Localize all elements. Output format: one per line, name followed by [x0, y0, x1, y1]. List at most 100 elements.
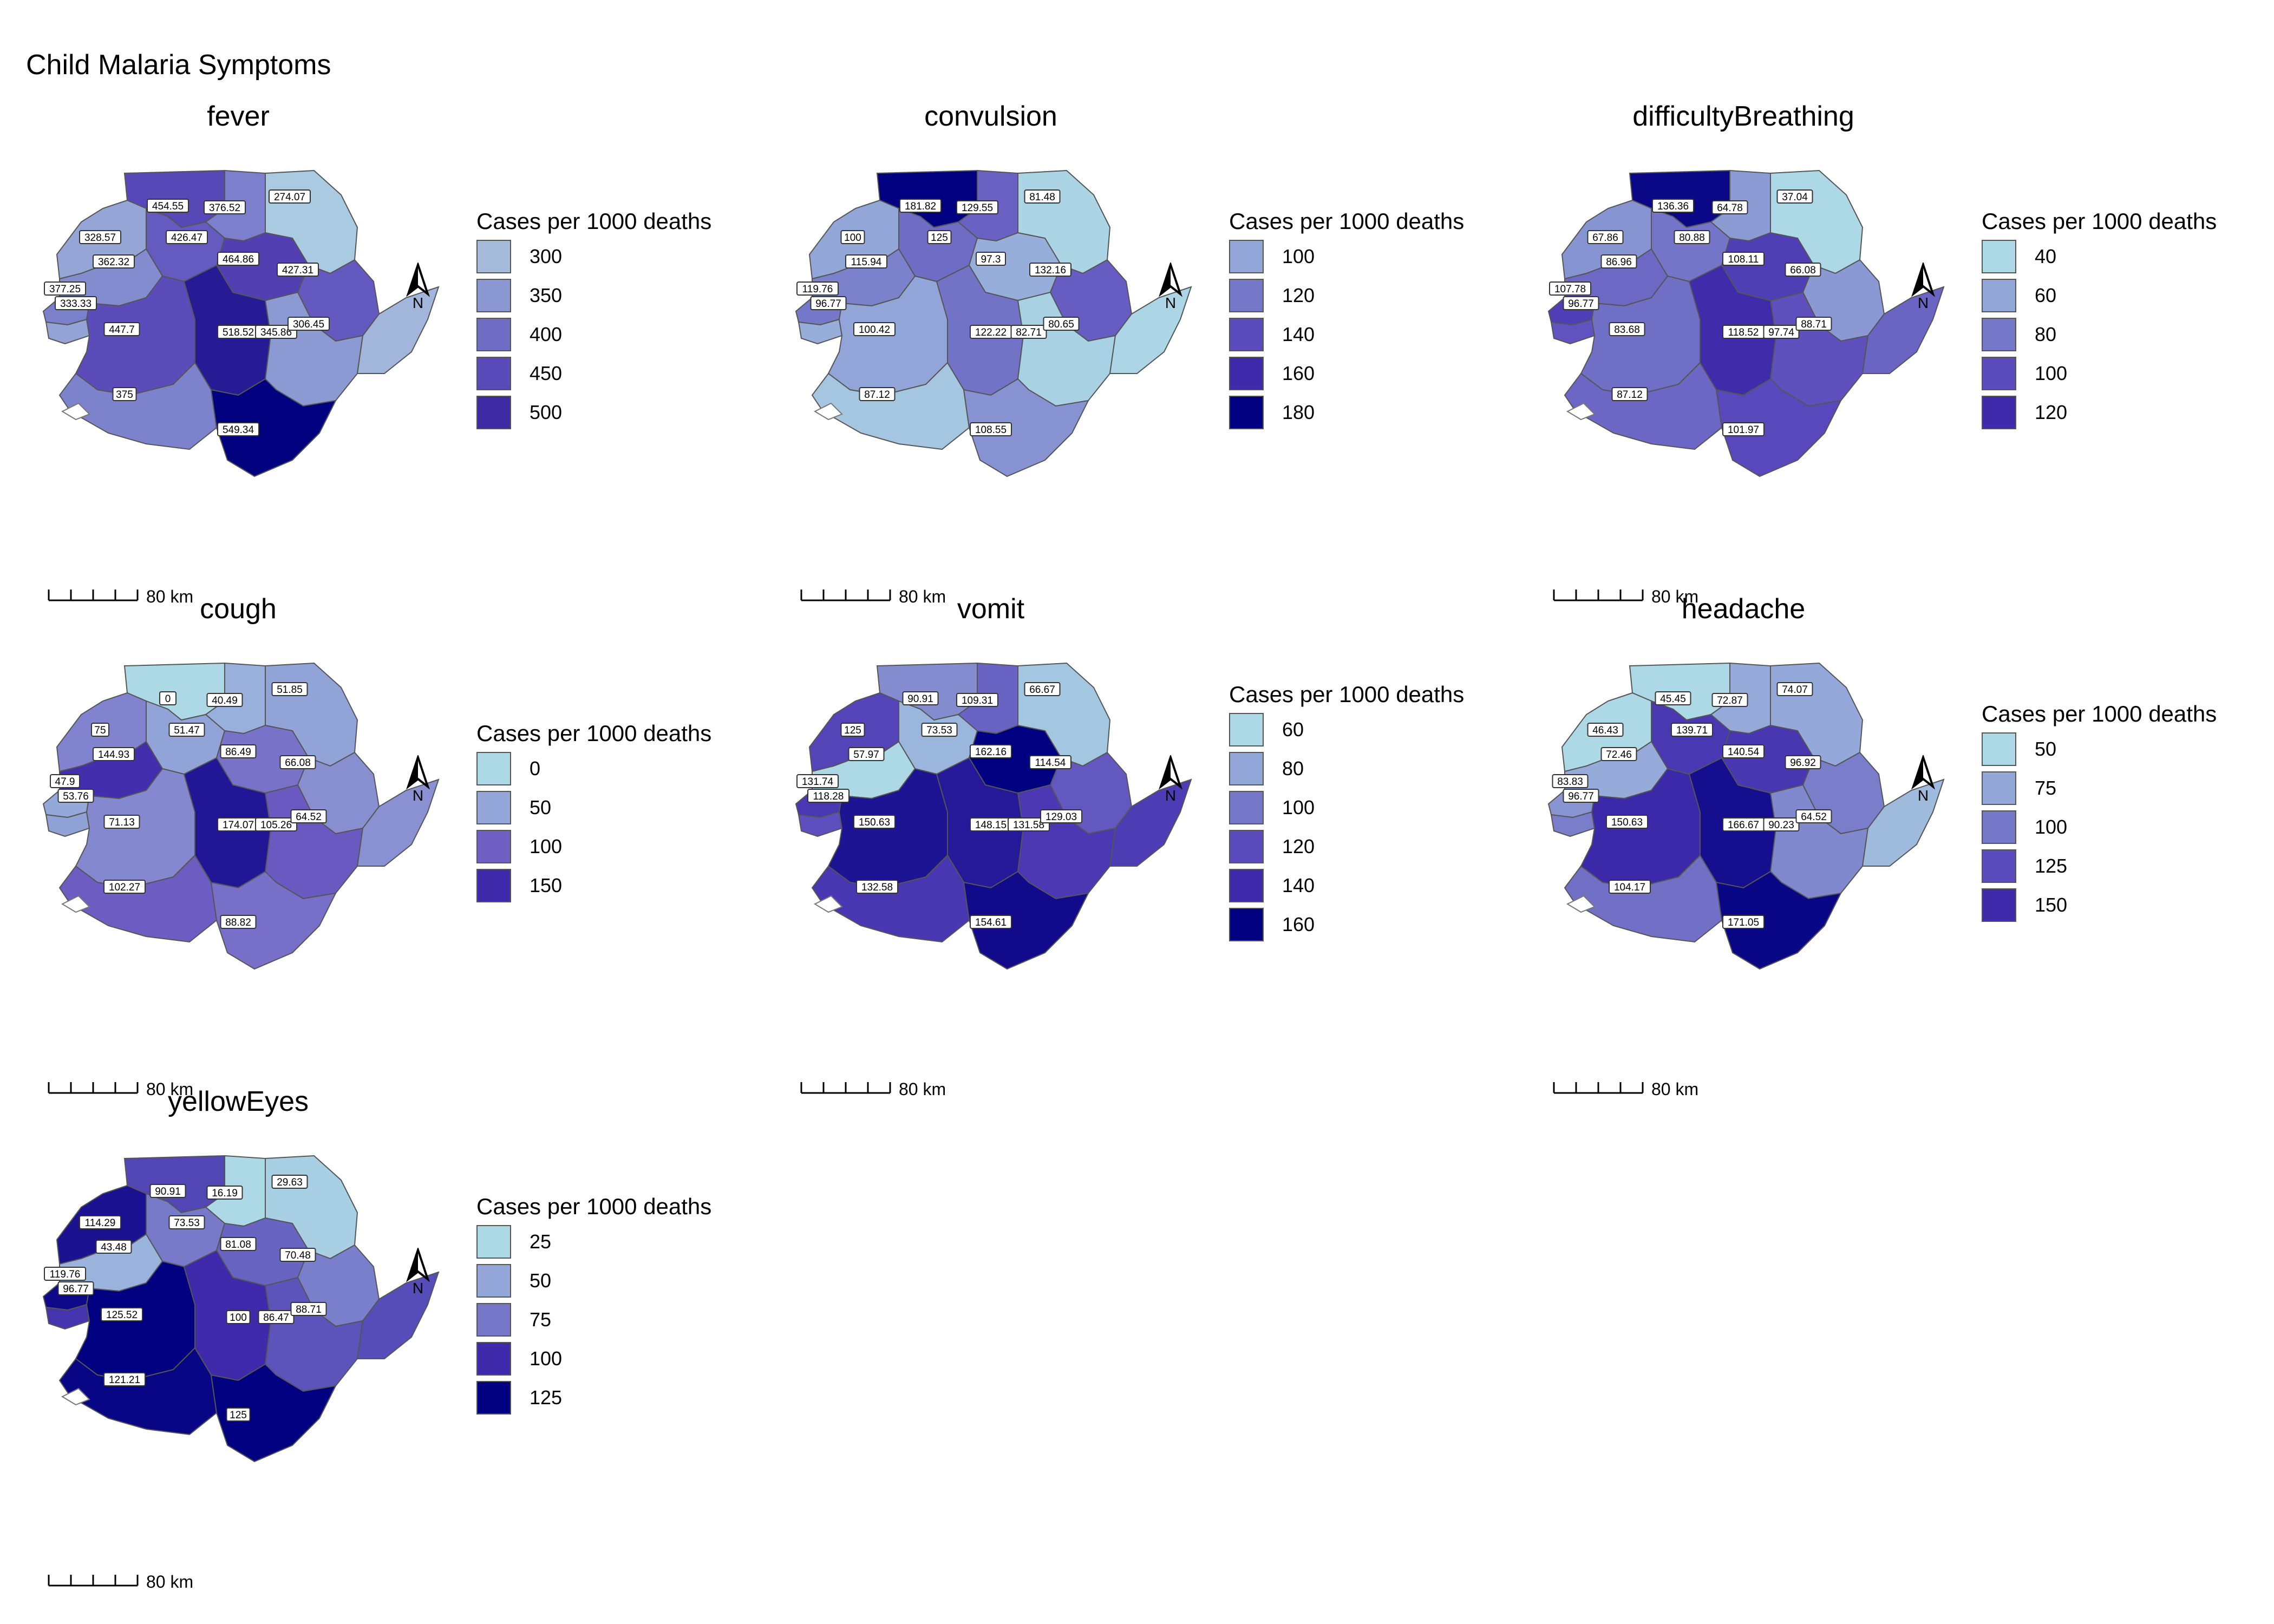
svg-text:118.28: 118.28: [813, 791, 844, 802]
region-value-label: 96.77: [1563, 296, 1599, 310]
region-value-label: 426.47: [166, 230, 208, 244]
north-arrow-icon: N: [406, 1248, 430, 1296]
svg-text:80.88: 80.88: [1679, 232, 1705, 244]
panel-title: cough: [200, 593, 277, 625]
region-value-label: 75: [91, 723, 109, 737]
svg-text:87.12: 87.12: [1617, 389, 1643, 401]
legend-label: 400: [530, 323, 563, 345]
district-region: [1109, 286, 1192, 374]
svg-text:274.07: 274.07: [274, 192, 305, 203]
region-value-label: 174.07: [217, 817, 259, 831]
legend-swatch: [476, 240, 511, 273]
region-value-label: 81.48: [1024, 189, 1061, 204]
region-value-label: 306.45: [287, 317, 330, 331]
svg-text:64.52: 64.52: [296, 811, 322, 823]
svg-text:96.77: 96.77: [1568, 298, 1594, 310]
region-value-label: 73.53: [168, 1215, 205, 1229]
svg-text:64.52: 64.52: [1801, 811, 1827, 823]
svg-text:96.77: 96.77: [815, 298, 841, 310]
legend-label: 450: [530, 362, 563, 384]
legend-label: 50: [530, 1269, 552, 1292]
legend-entry: 160: [1229, 357, 1464, 390]
svg-text:131.74: 131.74: [802, 776, 834, 788]
region-value-label: 274.07: [269, 189, 311, 204]
region-value-label: 88.71: [1795, 317, 1832, 331]
region-value-label: 427.31: [277, 263, 319, 277]
choropleth-map: 454.55 376.52 274.07 328.57 426.47 362.32 464.…: [42, 169, 440, 477]
legend-entry: 50: [476, 791, 711, 824]
district-region: [1861, 286, 1945, 374]
north-arrow-icon: N: [1911, 263, 1935, 311]
region-value-label: 57.97: [848, 747, 885, 761]
svg-text:136.36: 136.36: [1657, 201, 1689, 212]
svg-text:125: 125: [844, 725, 861, 736]
legend-swatch: [476, 791, 511, 824]
svg-text:100.42: 100.42: [859, 324, 890, 336]
legend-label: 350: [530, 284, 563, 306]
coast-inlet: [61, 402, 90, 421]
legend-label: 40: [2035, 245, 2057, 267]
svg-text:166.67: 166.67: [1728, 820, 1759, 831]
region-value-label: 107.78: [1549, 281, 1591, 296]
north-arrow-icon: N: [1159, 755, 1182, 804]
svg-text:129.03: 129.03: [1045, 811, 1077, 823]
svg-text:362.32: 362.32: [98, 257, 129, 268]
region-value-label: 86.49: [220, 744, 257, 758]
region-value-label: 375: [112, 387, 137, 401]
region-value-label: 29.63: [271, 1175, 308, 1189]
region-value-label: 100.42: [853, 322, 896, 336]
svg-text:88.71: 88.71: [296, 1304, 322, 1315]
legend-label: 125: [2035, 855, 2068, 877]
legend-swatch: [1229, 279, 1264, 312]
region-value-label: 66.67: [1024, 682, 1061, 696]
legend-label: 80: [1282, 757, 1304, 780]
svg-text:100: 100: [230, 1312, 247, 1324]
svg-text:426.47: 426.47: [171, 232, 202, 244]
region-value-label: 80.88: [1674, 230, 1710, 244]
choropleth-map: 45.45 72.87 74.07 46.43 139.71 72.46 140.54 96.…: [1547, 662, 1945, 970]
panel-title: headache: [1681, 593, 1806, 625]
scale-bar: 80 km: [48, 587, 193, 606]
region-value-label: 454.55: [147, 199, 189, 213]
region-value-label: 45.45: [1655, 691, 1691, 705]
region-value-label: 118.28: [807, 789, 850, 803]
region-value-label: 83.83: [1552, 774, 1589, 788]
legend-swatch: [1229, 240, 1264, 273]
legend-swatch: [1982, 810, 2016, 844]
legend-label: 50: [530, 796, 552, 818]
svg-text:549.34: 549.34: [223, 424, 254, 436]
legend-swatch: [476, 318, 511, 351]
svg-text:154.61: 154.61: [975, 917, 1007, 928]
legend-entry: 60: [1982, 279, 2217, 312]
district-region: [356, 286, 440, 374]
svg-text:109.31: 109.31: [962, 695, 993, 706]
region-value-label: 118.52: [1722, 325, 1765, 339]
region-value-label: 47.9: [50, 774, 80, 788]
svg-text:71.13: 71.13: [109, 817, 135, 828]
svg-text:88.82: 88.82: [225, 917, 251, 928]
region-value-label: 125.52: [101, 1307, 143, 1321]
legend-entry: 160: [1229, 908, 1464, 941]
svg-text:104.17: 104.17: [1614, 882, 1645, 893]
region-value-label: 121.21: [103, 1372, 146, 1386]
choropleth-map: 90.91 109.31 66.67 125 73.53 57.97 162.16 114.5…: [795, 662, 1192, 970]
legend-swatch: [476, 1303, 511, 1337]
region-value-label: 150.63: [853, 815, 896, 829]
svg-text:86.49: 86.49: [225, 746, 251, 758]
legend-label: 120: [1282, 835, 1315, 857]
legend-label: 140: [1282, 874, 1315, 896]
svg-text:66.08: 66.08: [285, 757, 311, 769]
svg-text:N: N: [1918, 787, 1929, 804]
legend-label: 100: [530, 1347, 563, 1370]
legend-label: 180: [1282, 401, 1315, 423]
legend-entry: 125: [1982, 849, 2217, 883]
region-value-label: 40.49: [206, 693, 243, 707]
region-value-label: 132.16: [1029, 263, 1071, 277]
svg-text:118.52: 118.52: [1728, 327, 1759, 338]
region-value-label: 144.93: [93, 747, 135, 761]
scale-bar: 80 km: [48, 1572, 193, 1592]
region-value-label: 67.86: [1587, 230, 1624, 244]
legend-entry: 350: [476, 279, 711, 312]
region-value-label: 115.94: [845, 254, 887, 269]
svg-text:144.93: 144.93: [98, 749, 129, 761]
